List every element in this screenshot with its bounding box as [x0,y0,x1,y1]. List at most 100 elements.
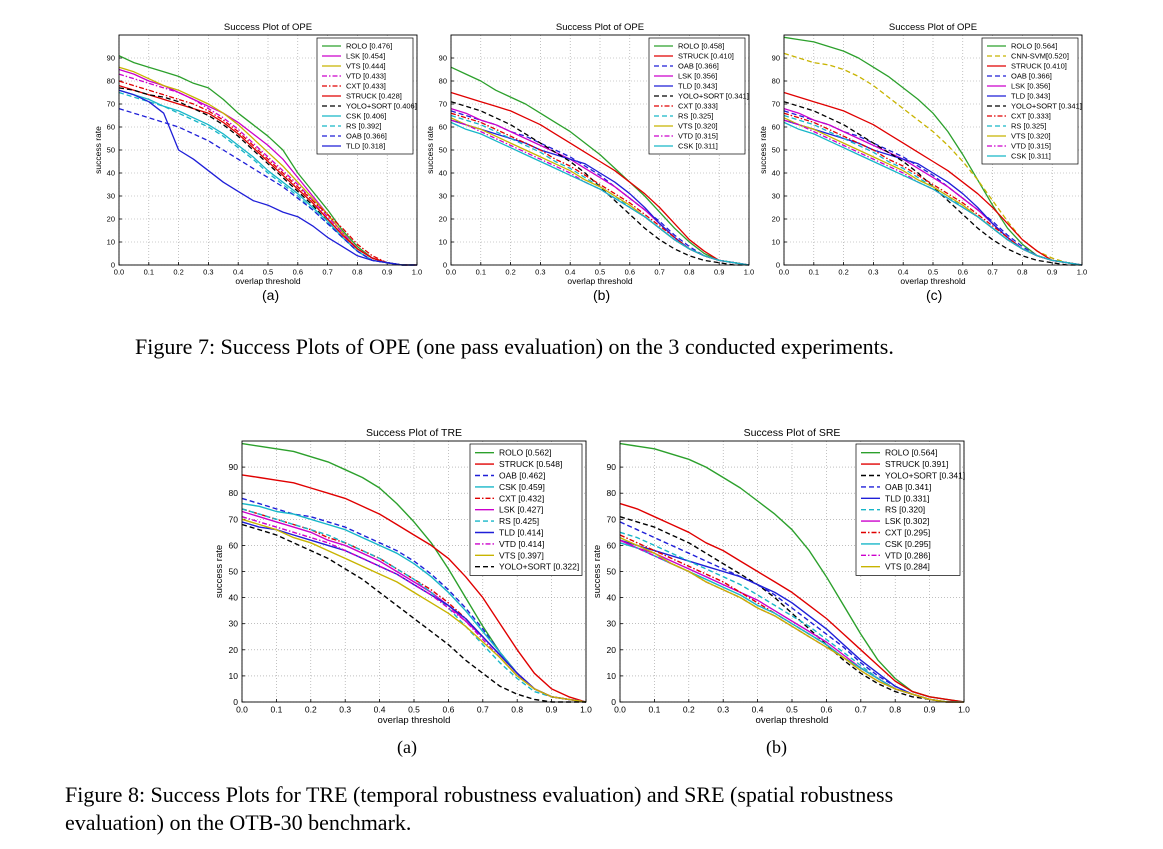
plot-frame [241,440,587,703]
x-tick-label: 0.1 [648,705,660,715]
legend-entry: OAB [0.462] [499,470,545,480]
x-tick-label: 1.0 [580,705,592,715]
y-tick-label: 20 [607,645,617,655]
series-line-vtd [783,119,1083,266]
x-tick-label: 1.0 [744,268,754,277]
ope-chart-c: Success Plot of OPE 0.0 0.1 0.2 0.3 0.4 0.5 0.6… [755,18,1087,288]
plot-frame [450,34,750,266]
series-line-rolo [783,36,1083,266]
legend-entry: ROLO [0.458] [678,42,724,51]
x-tick-label: 0.4 [565,268,575,277]
figure-7-caption: Figure 7: Success Plots of OPE (one pass… [135,334,894,359]
subfigure-label-c: (c) [926,287,943,303]
x-tick-label: 0.6 [442,705,454,715]
y-tick-label: 60 [439,123,447,132]
legend-entry: VTS [0.284] [885,562,930,572]
y-tick-label: 80 [229,488,239,498]
x-tick-label: 0.6 [958,268,968,277]
chart-svg: Success Plot of OPE 0.0 0.1 0.2 0.3 0.4 0.5 0.6… [425,22,754,286]
legend-entry: CNN-SVM[0.520] [1011,52,1069,61]
x-axis-label: overlap threshold [567,276,632,286]
legend-entry: YOLO+SORT [0.341] [1011,102,1082,111]
x-tick-label: 0.3 [339,705,351,715]
legend-entry: OAB [0.366] [1011,72,1052,81]
figure-8-caption-line-2: evaluation) on the OTB-30 benchmark. [65,810,412,835]
x-tick-label: 0.0 [614,705,626,715]
legend-entry: RS [0.425] [499,516,539,526]
y-axis-label: success rate [758,126,768,174]
x-tick-label: 0.1 [809,268,819,277]
series-line-csk [118,89,417,266]
legend-entry: TLD [0.343] [678,82,717,91]
x-tick-label: 0.4 [752,705,764,715]
ope-chart-a: Success Plot of OPE 0.0 0.1 0.2 0.3 0.4 0.5 0.6… [90,18,422,288]
y-tick-label: 10 [229,671,239,681]
legend-entry: OAB [0.366] [678,62,719,71]
x-tick-label: 0.5 [928,268,938,277]
legend-entry: RS [0.325] [678,112,713,121]
series-line-tld [619,539,964,703]
x-axis-label: overlap threshold [235,276,300,286]
series-line-rolo [118,55,417,266]
figure-8-caption-line-1: Figure 8: Success Plots for TRE (tempora… [65,782,894,807]
x-tick-label: 0.5 [263,268,273,277]
series-line-yolo-sort [450,101,749,266]
legend-entry: OAB [0.366] [346,132,387,141]
legend-entry: CXT [0.295] [885,527,930,537]
series-line-rolo [619,442,965,703]
x-tick-label: 0.6 [293,268,303,277]
sre-chart: Success Plot of SRE 0.0 0.1 0.2 0.3 0.4 0.5 0.6… [588,425,970,730]
y-tick-label: 90 [772,54,780,63]
legend-entry: CSK [0.295] [885,539,931,549]
legend-entry: CXT [0.333] [1011,112,1051,121]
y-tick-label: 40 [772,169,780,178]
x-tick-label: 0.2 [305,705,317,715]
series-line-rs [241,508,587,703]
y-tick-label: 80 [772,77,780,86]
y-tick-label: 70 [107,100,115,109]
series-line-csk [783,121,1083,266]
x-tick-label: 0.8 [1017,268,1027,277]
chart-svg: Success Plot of OPE 0.0 0.1 0.2 0.3 0.4 0.5 0.6… [758,22,1087,286]
x-tick-label: 0.8 [889,705,901,715]
subfigure-label-tre: (a) [397,737,417,757]
y-axis-label: success rate [425,126,435,174]
y-tick-label: 10 [107,238,115,247]
y-tick-label: 60 [607,540,617,550]
y-tick-label: 0 [233,697,238,707]
x-tick-label: 0.4 [898,268,908,277]
legend-box [981,37,1079,165]
chart-title: Success Plot of SRE [744,427,841,439]
chart-svg: Success Plot of SRE 0.0 0.1 0.2 0.3 0.4 0.5 0.6… [592,427,970,726]
y-tick-label: 70 [229,514,239,524]
legend: ROLO [0.564]STRUCK [0.391]YOLO+SORT [0.3… [855,443,965,576]
legend-entry: VTS [0.320] [678,122,718,131]
series-line-oab [619,521,964,703]
series-line-struck [450,91,750,266]
chart-title: Success Plot of OPE [556,22,644,33]
legend-entry: RS [0.320] [885,505,925,515]
subfigure-label-a: (a) [262,287,280,303]
ope-chart-b: Success Plot of OPE 0.0 0.1 0.2 0.3 0.4 0.5 0.6… [422,18,754,288]
legend-entry: ROLO [0.562] [499,448,551,458]
series-line-struck [783,91,1083,266]
y-tick-label: 50 [229,566,239,576]
x-tick-label: 0.8 [352,268,362,277]
legend-entry: LSK [0.356] [678,72,717,81]
legend-entry: VTS [0.397] [499,550,544,560]
legend-entry: CSK [0.459] [499,482,545,492]
chart-svg: Success Plot of TRE 0.0 0.1 0.2 0.3 0.4 0.5 0.6… [214,427,592,726]
series-line-yolo-sort [241,523,586,703]
y-tick-label: 0 [443,261,447,270]
x-tick-label: 0.8 [684,268,694,277]
legend-entry: ROLO [0.476] [346,42,392,51]
y-tick-label: 60 [107,123,115,132]
x-tick-label: 0.2 [838,268,848,277]
legend-entry: YOLO+SORT [0.341] [885,470,965,480]
tre-chart: Success Plot of TRE 0.0 0.1 0.2 0.3 0.4 0.5 0.6… [210,425,592,730]
x-tick-label: 0.3 [203,268,213,277]
x-tick-label: 0.1 [476,268,486,277]
series-line-rs [118,91,417,266]
y-tick-label: 0 [776,261,780,270]
x-tick-label: 0.7 [654,268,664,277]
